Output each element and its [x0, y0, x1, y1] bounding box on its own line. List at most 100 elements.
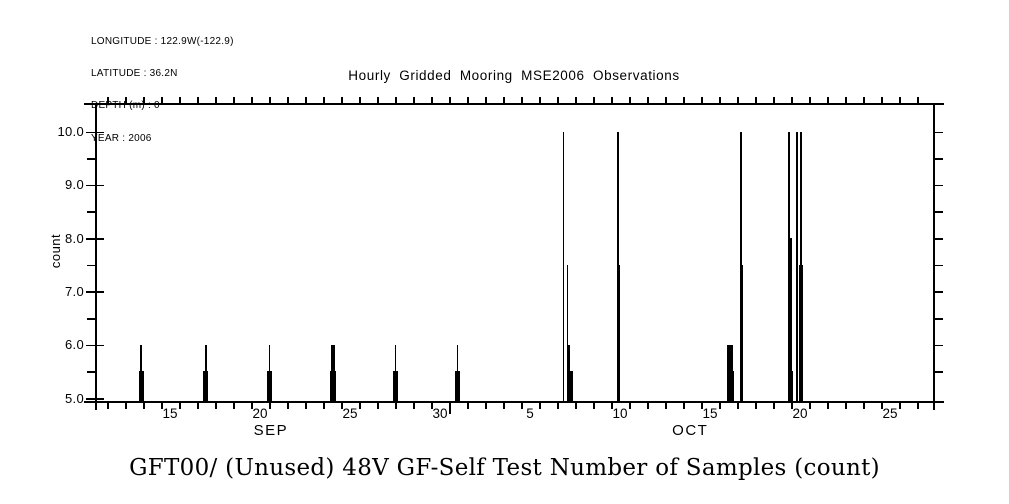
y-minor-tick: [87, 158, 95, 160]
x-day-tick-top: [521, 97, 523, 103]
x-day-tick-top: [755, 97, 757, 103]
y-tick-label: 9.0: [65, 177, 84, 193]
x-day-tick-top: [485, 97, 487, 103]
x-day-tick: [665, 402, 667, 409]
x-day-tick-top: [323, 97, 325, 103]
x-day-tick: [413, 402, 415, 409]
x-day-tick-top: [341, 97, 343, 103]
x-day-tick: [719, 402, 721, 409]
y-major-tick: [86, 291, 104, 293]
x-day-tick-top: [719, 97, 721, 103]
x-month-label: OCT: [672, 422, 709, 439]
y-major-tick: [86, 344, 104, 347]
x-day-tick: [647, 402, 649, 409]
data-spike: [732, 371, 735, 403]
x-day-tick-top: [215, 97, 217, 103]
x-day-tick: [755, 402, 757, 409]
x-day-tick: [287, 402, 289, 409]
x-day-tick: [539, 402, 541, 409]
data-spike: [741, 264, 744, 403]
x-day-tick-top: [665, 97, 667, 103]
x-day-tick-top: [593, 97, 595, 103]
x-day-tick-top: [611, 97, 613, 103]
x-day-tick: [845, 402, 847, 409]
data-spike: [566, 264, 569, 403]
x-tick-label: 5: [526, 406, 534, 421]
x-day-tick-top: [647, 97, 649, 103]
data-spike: [458, 371, 460, 403]
x-day-tick-top: [809, 97, 811, 103]
data-spike: [801, 264, 804, 403]
data-spike: [571, 371, 573, 403]
data-spike: [393, 371, 395, 403]
x-day-tick-top: [251, 97, 253, 103]
data-spike: [330, 344, 334, 403]
y-right-tick: [934, 291, 943, 293]
x-day-tick-top: [287, 97, 289, 103]
data-spike: [139, 371, 141, 403]
x-tick-label: 15: [702, 406, 718, 421]
plot-frame-right: [933, 103, 935, 410]
x-day-tick-top: [557, 97, 559, 103]
x-day-tick-top: [467, 97, 469, 103]
x-day-tick-top: [431, 97, 433, 103]
x-day-tick: [575, 402, 577, 409]
y-tick-label: 8.0: [65, 230, 84, 246]
y-minor-tick: [87, 264, 95, 267]
x-day-tick-top: [899, 97, 901, 103]
x-day-tick-top: [377, 97, 379, 103]
x-day-tick: [161, 402, 163, 409]
chart-title: Hourly Gridded Mooring MSE2006 Observati…: [348, 68, 680, 83]
x-day-tick-top: [179, 97, 181, 103]
legend-latitude: LATITUDE : 36.2N: [91, 67, 178, 79]
x-day-tick: [323, 402, 325, 409]
x-day-tick-top: [269, 97, 271, 103]
x-day-tick: [395, 402, 397, 409]
x-day-tick: [593, 402, 595, 409]
x-day-tick: [863, 402, 865, 409]
x-day-tick-top: [161, 97, 163, 103]
x-day-tick-top: [827, 97, 829, 103]
data-spike: [203, 371, 205, 403]
x-day-tick: [449, 402, 451, 414]
y-tick-label: 7.0: [65, 283, 84, 299]
data-spike: [727, 344, 730, 403]
x-day-tick-top: [233, 97, 235, 103]
x-tick-label: 30: [432, 406, 448, 421]
data-spike: [396, 371, 398, 403]
x-day-tick-top: [503, 97, 505, 103]
x-day-tick: [521, 402, 523, 409]
x-day-tick: [107, 402, 109, 409]
data-spike: [568, 344, 570, 403]
x-day-tick-top: [629, 97, 631, 103]
legend-year: YEAR : 2006: [91, 132, 152, 144]
y-right-tick: [934, 371, 943, 373]
x-day-tick-top: [197, 97, 199, 103]
y-right-tick: [934, 211, 943, 213]
x-tick-label: 25: [342, 406, 358, 421]
data-spike: [740, 131, 742, 403]
x-day-tick-top: [575, 97, 577, 103]
x-day-tick-top: [773, 97, 775, 103]
data-spike: [617, 131, 619, 403]
x-day-tick: [431, 402, 433, 409]
y-tick-label: 10.0: [57, 124, 84, 139]
y-right-tick: [934, 131, 943, 133]
legend-depth: DEPTH (m) : 0: [91, 100, 160, 112]
x-month-label: SEP: [253, 422, 289, 439]
y-right-tick: [934, 158, 943, 160]
plot-frame-left: [95, 103, 97, 410]
data-spike: [789, 238, 792, 403]
x-day-tick-top: [143, 97, 145, 103]
x-day-tick-top: [881, 97, 883, 103]
data-spike: [454, 371, 457, 403]
y-minor-tick: [87, 211, 95, 213]
y-right-tick: [934, 184, 943, 187]
x-day-tick-top: [125, 97, 127, 103]
data-spike: [618, 264, 621, 403]
x-tick-label: 10: [612, 406, 628, 421]
x-day-tick: [737, 402, 739, 409]
x-tick-label: 20: [792, 406, 808, 421]
x-day-tick-top: [413, 97, 415, 103]
